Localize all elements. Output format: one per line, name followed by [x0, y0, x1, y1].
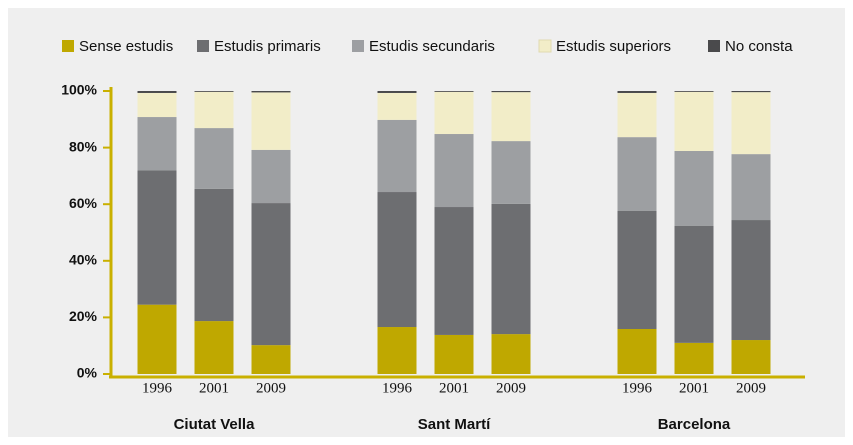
y-tick-label: 80%: [69, 138, 98, 154]
legend-label: Sense estudis: [79, 38, 173, 55]
legend-swatch: [708, 40, 720, 52]
legend-swatch: [62, 40, 74, 52]
bar-segment: [251, 149, 291, 204]
group-label: Sant Martí: [418, 416, 491, 433]
y-tick-label: 0%: [77, 365, 98, 381]
bar-segment: [674, 91, 714, 92]
bar-segment: [377, 192, 417, 328]
bar-segment: [137, 117, 177, 171]
bar-segment: [251, 203, 291, 346]
bar-segment: [251, 345, 291, 374]
legend-swatch: [197, 40, 209, 52]
bar-segment: [137, 92, 177, 118]
bar-segment: [731, 154, 771, 221]
bar-segment: [491, 141, 531, 204]
bar-segment: [251, 92, 291, 150]
x-tick-label: 1996: [142, 380, 173, 396]
bar-segment: [377, 92, 417, 120]
y-tick-label: 20%: [69, 308, 98, 324]
bar-segment: [377, 327, 417, 374]
x-tick-label: 2009: [256, 380, 286, 396]
x-tick-label: 1996: [382, 380, 413, 396]
bar-segment: [491, 91, 531, 93]
bar-segment: [194, 321, 234, 374]
legend-swatch: [352, 40, 364, 52]
bar-segment: [137, 91, 177, 93]
bar-segment: [491, 203, 531, 335]
bar-segment: [491, 92, 531, 142]
bar-segment: [731, 92, 771, 155]
bar-segment: [194, 128, 234, 189]
group-label: Ciutat Vella: [174, 416, 256, 433]
bar-segment: [617, 210, 657, 330]
bar-segment: [674, 225, 714, 343]
bar-segment: [617, 92, 657, 138]
panel: [8, 8, 845, 437]
bar-segment: [617, 329, 657, 374]
legend-label: Estudis secundaris: [369, 38, 495, 55]
bar-segment: [731, 220, 771, 341]
x-tick-label: 2009: [736, 380, 766, 396]
bar-segment: [731, 340, 771, 374]
bar-segment: [617, 91, 657, 93]
x-tick-label: 2009: [496, 380, 526, 396]
legend-label: Estudis primaris: [214, 38, 321, 55]
bar-segment: [434, 91, 474, 92]
bar-segment: [377, 91, 417, 93]
bar-segment: [674, 150, 714, 226]
y-tick-label: 100%: [61, 82, 97, 98]
bar-segment: [434, 334, 474, 374]
x-tick-label: 2001: [199, 380, 229, 396]
x-tick-label: 2001: [439, 380, 469, 396]
y-tick-label: 40%: [69, 252, 98, 268]
bar-segment: [377, 119, 417, 193]
bar-segment: [731, 91, 771, 93]
bar-segment: [194, 91, 234, 92]
bar-segment: [434, 207, 474, 335]
bar-segment: [194, 91, 234, 129]
x-tick-label: 1996: [622, 380, 653, 396]
bar-segment: [674, 342, 714, 374]
bar-segment: [434, 134, 474, 208]
bar-segment: [194, 188, 234, 322]
bar-segment: [137, 170, 177, 305]
bar-segment: [251, 91, 291, 93]
bar-segment: [491, 334, 531, 374]
bar-segment: [434, 91, 474, 135]
x-tick-label: 2001: [679, 380, 709, 396]
legend-swatch: [538, 39, 552, 53]
bar-segment: [617, 137, 657, 211]
legend-label: Estudis superiors: [556, 38, 671, 55]
legend-label: No consta: [725, 38, 793, 55]
y-tick-label: 60%: [69, 195, 98, 211]
bar-segment: [674, 91, 714, 151]
bar-segment: [137, 304, 177, 374]
group-label: Barcelona: [658, 416, 731, 433]
